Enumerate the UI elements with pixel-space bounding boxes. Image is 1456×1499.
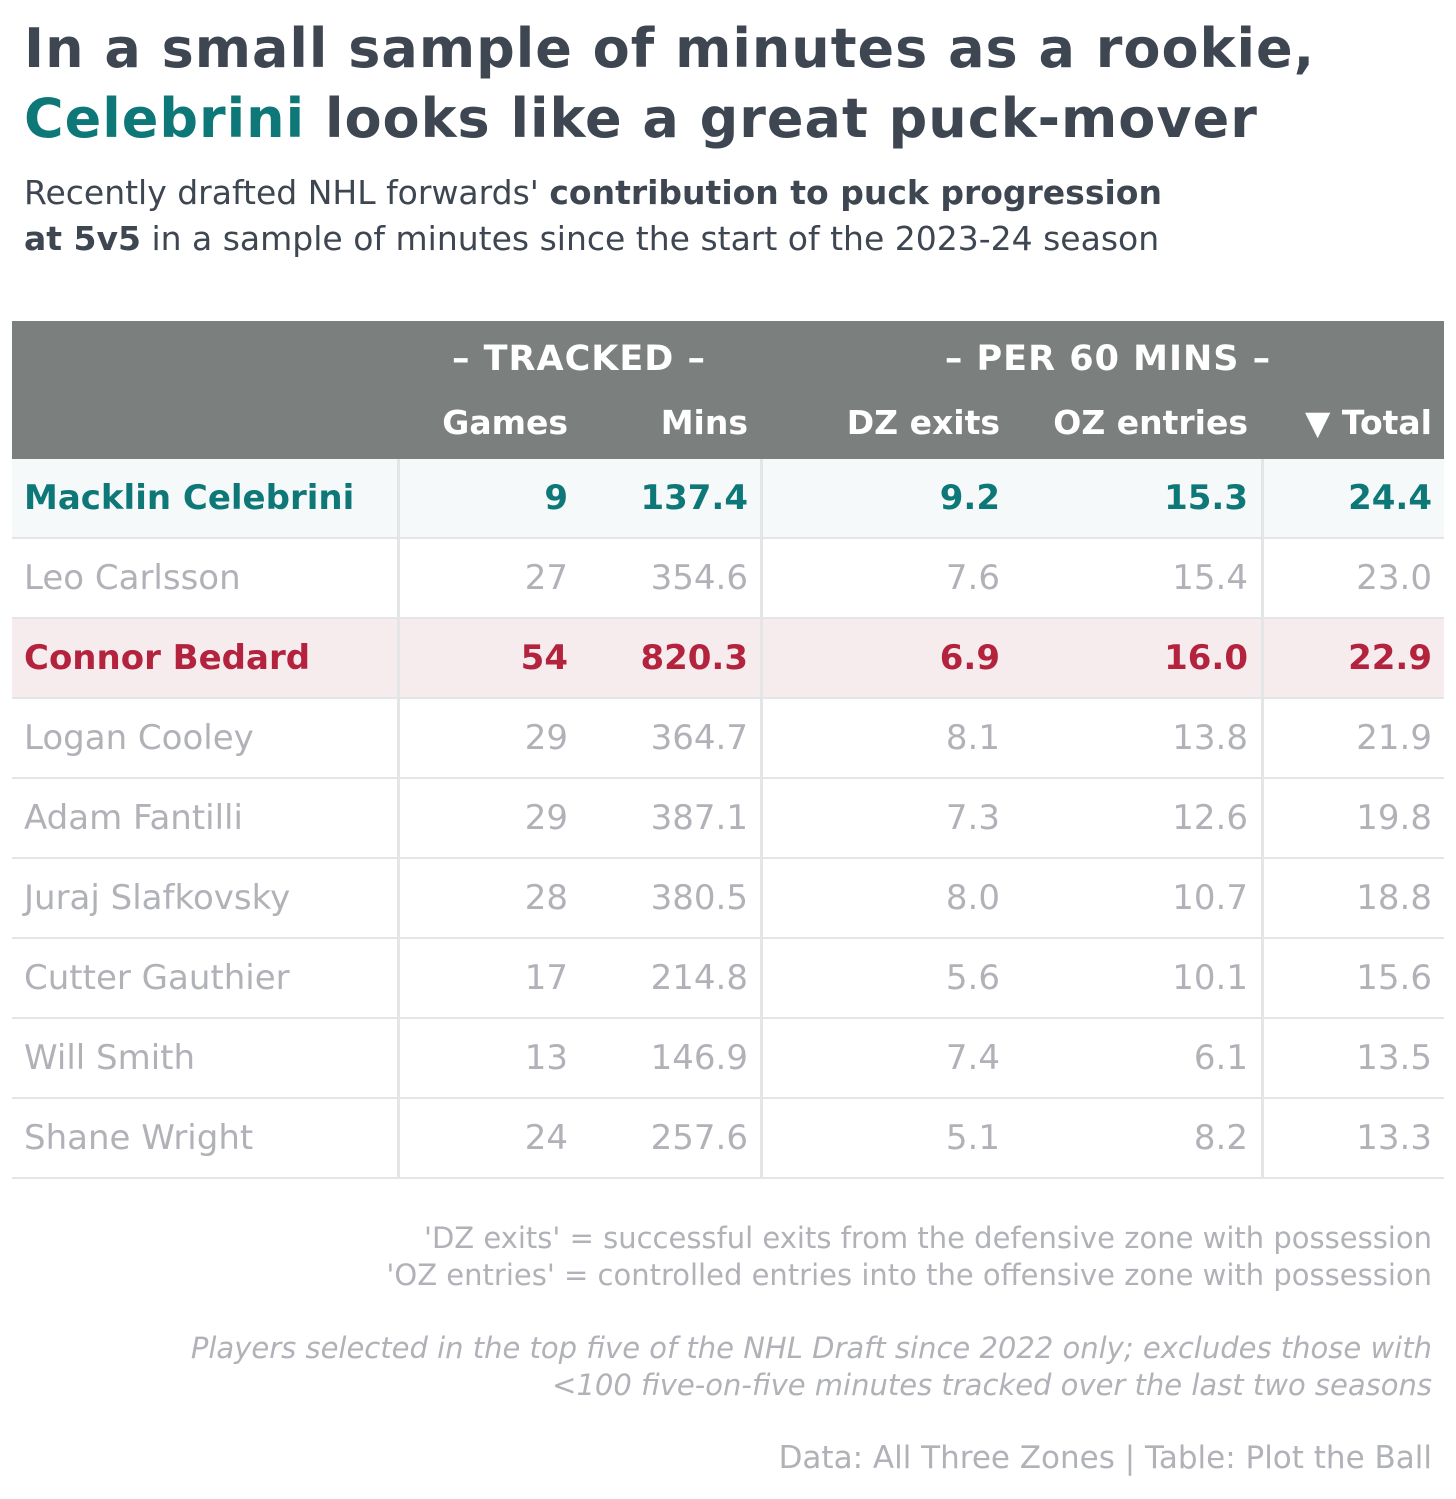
cell-games: 54 [520,638,568,678]
cell-mins: 387.1 [650,798,748,838]
table-row: Macklin Celebrini 9 137.4 9.2 15.3 24.4 [12,459,1444,539]
cell-mins: 820.3 [640,638,748,678]
subtitle-line-2: at 5v5 in a sample of minutes since the … [24,216,1444,262]
cell-mins: 146.9 [650,1038,748,1078]
puck-progression-table: – TRACKED – – PER 60 MINS – Games Mins D… [12,321,1444,1179]
cell-player: Leo Carlsson [24,558,241,598]
cell-games: 24 [524,1118,568,1158]
cell-oz-entries: 15.3 [1164,478,1248,518]
cell-oz-entries: 6.1 [1193,1038,1248,1078]
cell-total: 23.0 [1356,558,1432,598]
title-line-2-rest: looks like a great puck-mover [305,87,1258,150]
title-line-1: In a small sample of minutes as a rookie… [24,17,1316,80]
cell-total: 21.9 [1356,718,1432,758]
col-header-dz-exits: DZ exits [846,403,1000,442]
subtitle-bold-2: at 5v5 [24,219,141,258]
cell-oz-entries: 10.7 [1172,878,1248,918]
cell-oz-entries: 10.1 [1172,958,1248,998]
cell-dz-exits: 7.3 [945,798,1000,838]
cell-mins: 214.8 [650,958,748,998]
cell-total: 22.9 [1348,638,1432,678]
cell-games: 17 [524,958,568,998]
cell-player: Juraj Slafkovsky [24,878,291,918]
cell-total: 24.4 [1348,478,1432,518]
cell-dz-exits: 6.9 [939,638,1000,678]
chart-title: In a small sample of minutes as a rookie… [24,14,1434,154]
table-row: Connor Bedard 54 820.3 6.9 16.0 22.9 [12,619,1444,699]
cell-oz-entries: 16.0 [1164,638,1248,678]
table-row: Shane Wright 24 257.6 5.1 8.2 13.3 [12,1099,1444,1179]
cell-oz-entries: 13.8 [1172,718,1248,758]
footnote-line-1: Players selected in the top five of the … [190,1331,1432,1365]
cell-dz-exits: 8.1 [945,718,1000,758]
cell-mins: 354.6 [650,558,748,598]
cell-total: 19.8 [1356,798,1432,838]
cell-total: 18.8 [1356,878,1432,918]
column-divider-2 [760,459,763,1177]
col-header-mins: Mins [660,403,748,442]
cell-total: 15.6 [1356,958,1432,998]
column-divider-3 [1261,459,1264,1177]
cell-mins: 257.6 [650,1118,748,1158]
subtitle-text-1: Recently drafted NHL forwards' [24,173,550,212]
chart-subtitle: Recently drafted NHL forwards' contribut… [24,170,1444,262]
definition-oz-entries: 'OZ entries' = controlled entries into t… [386,1258,1432,1292]
cell-player: Connor Bedard [24,638,311,678]
table-row: Logan Cooley 29 364.7 8.1 13.8 21.9 [12,699,1444,779]
cell-dz-exits: 9.2 [939,478,1000,518]
cell-dz-exits: 7.6 [945,558,1000,598]
title-line-2: Celebrini looks like a great puck-mover [24,84,1434,154]
group-header-per-60: – PER 60 MINS – [944,339,1272,379]
cell-total: 13.3 [1356,1118,1432,1158]
table-row: Leo Carlsson 27 354.6 7.6 15.4 23.0 [12,539,1444,619]
table-row: Adam Fantilli 29 387.1 7.3 12.6 19.8 [12,779,1444,859]
cell-total: 13.5 [1356,1038,1432,1078]
definition-dz-exits: 'DZ exits' = successful exits from the d… [423,1221,1432,1255]
cell-dz-exits: 5.1 [945,1118,1000,1158]
cell-player: Cutter Gauthier [24,958,290,998]
col-header-oz-entries: OZ entries [1053,403,1248,442]
footnote-line-2: <100 five-on-five minutes tracked over t… [552,1368,1432,1402]
cell-games: 29 [524,798,568,838]
footnote: Players selected in the top five of the … [32,1330,1432,1404]
cell-oz-entries: 12.6 [1172,798,1248,838]
cell-oz-entries: 8.2 [1193,1118,1248,1158]
cell-dz-exits: 5.6 [945,958,1000,998]
subtitle-bold-1: contribution to puck progression [549,173,1162,212]
cell-dz-exits: 8.0 [945,878,1000,918]
source-credit: Data: All Three Zones | Table: Plot the … [778,1440,1432,1476]
cell-mins: 380.5 [650,878,748,918]
table-body: Macklin Celebrini 9 137.4 9.2 15.3 24.4 Leo Ca… [12,459,1444,1179]
cell-player: Will Smith [24,1038,196,1078]
table-header: – TRACKED – – PER 60 MINS – Games Mins D… [12,321,1444,459]
table-row: Will Smith 13 146.9 7.4 6.1 13.5 [12,1019,1444,1099]
cell-mins: 364.7 [650,718,748,758]
cell-dz-exits: 7.4 [945,1038,1000,1078]
cell-games: 29 [524,718,568,758]
cell-games: 13 [524,1038,568,1078]
subtitle-text-2: in a sample of minutes since the start o… [140,219,1160,258]
cell-player: Adam Fantilli [24,798,243,838]
table-row: Cutter Gauthier 17 214.8 5.6 10.1 15.6 [12,939,1444,1019]
cell-games: 27 [524,558,568,598]
definitions-note: 'DZ exits' = successful exits from the d… [32,1220,1432,1294]
column-divider-1 [397,459,400,1177]
cell-games: 28 [524,878,568,918]
title-highlight-celebrini: Celebrini [24,87,306,150]
cell-player: Logan Cooley [24,718,254,758]
table-row: Juraj Slafkovsky 28 380.5 8.0 10.7 18.8 [12,859,1444,939]
col-header-total[interactable]: ▼ Total [1304,403,1432,442]
cell-oz-entries: 15.4 [1172,558,1248,598]
group-header-tracked: – TRACKED – [451,339,707,379]
cell-player: Shane Wright [24,1118,254,1158]
cell-player: Macklin Celebrini [24,478,355,518]
subtitle-line-1: Recently drafted NHL forwards' contribut… [24,170,1444,216]
cell-games: 9 [544,478,568,518]
col-header-games: Games [442,403,568,442]
cell-mins: 137.4 [640,478,748,518]
